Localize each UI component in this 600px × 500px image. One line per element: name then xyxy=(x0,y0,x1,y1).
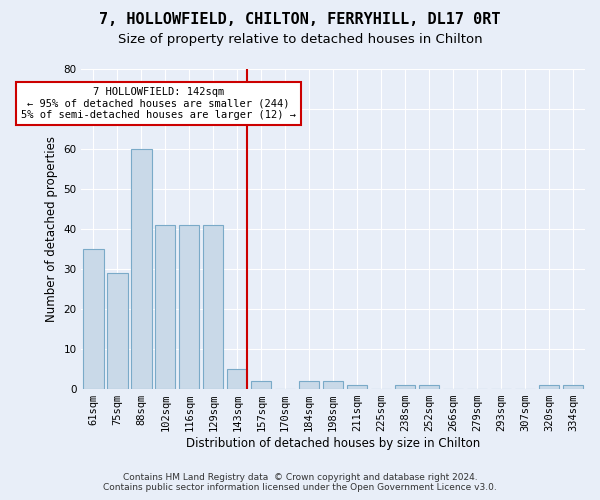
Bar xyxy=(323,381,343,389)
Text: 7, HOLLOWFIELD, CHILTON, FERRYHILL, DL17 0RT: 7, HOLLOWFIELD, CHILTON, FERRYHILL, DL17… xyxy=(99,12,501,28)
Bar xyxy=(419,385,439,389)
Bar xyxy=(347,385,367,389)
Bar xyxy=(395,385,415,389)
Bar xyxy=(227,369,247,389)
Text: 7 HOLLOWFIELD: 142sqm
← 95% of detached houses are smaller (244)
5% of semi-deta: 7 HOLLOWFIELD: 142sqm ← 95% of detached … xyxy=(21,87,296,120)
Bar xyxy=(539,385,559,389)
Bar xyxy=(131,149,152,389)
Bar xyxy=(251,381,271,389)
Bar xyxy=(299,381,319,389)
Bar xyxy=(563,385,583,389)
Bar xyxy=(107,273,128,389)
Bar xyxy=(203,225,223,389)
Bar xyxy=(155,225,175,389)
Bar xyxy=(83,249,104,389)
Text: Contains HM Land Registry data  © Crown copyright and database right 2024.
Conta: Contains HM Land Registry data © Crown c… xyxy=(103,473,497,492)
Text: Size of property relative to detached houses in Chilton: Size of property relative to detached ho… xyxy=(118,32,482,46)
Y-axis label: Number of detached properties: Number of detached properties xyxy=(45,136,58,322)
X-axis label: Distribution of detached houses by size in Chilton: Distribution of detached houses by size … xyxy=(186,437,481,450)
Bar xyxy=(179,225,199,389)
